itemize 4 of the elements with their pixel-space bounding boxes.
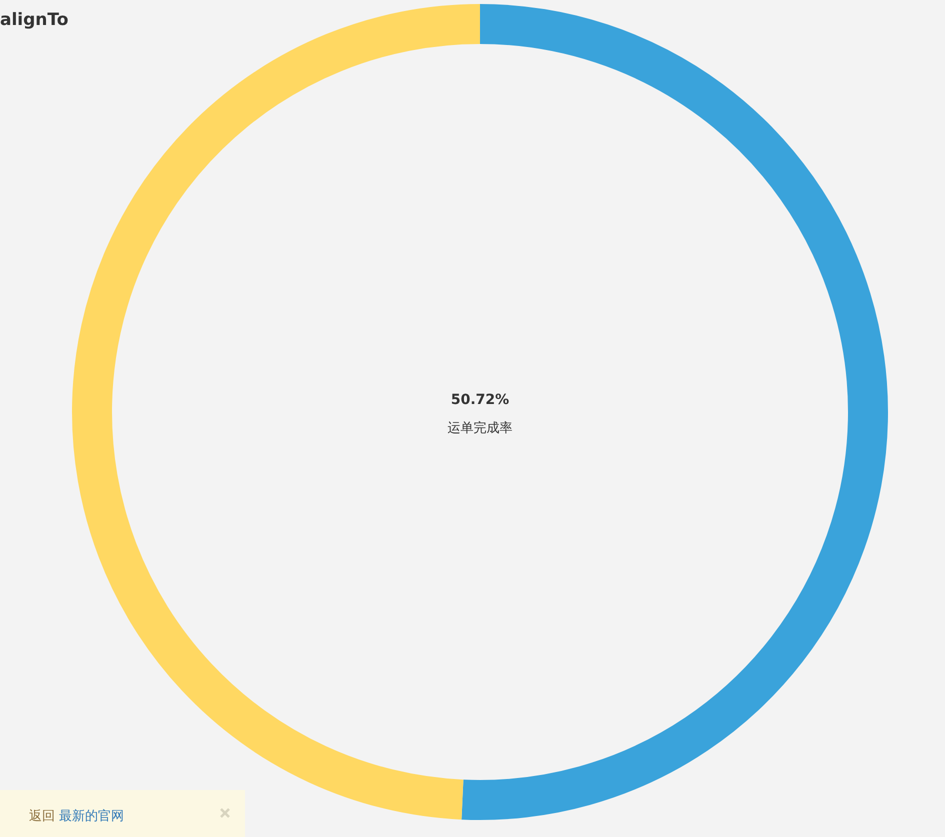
annotation: 运单完成率 xyxy=(448,421,512,436)
annotation: 50.72% xyxy=(450,392,510,408)
annotation-notice: 返回 最新的官网 xyxy=(29,809,124,824)
title: alignTo xyxy=(0,10,68,30)
